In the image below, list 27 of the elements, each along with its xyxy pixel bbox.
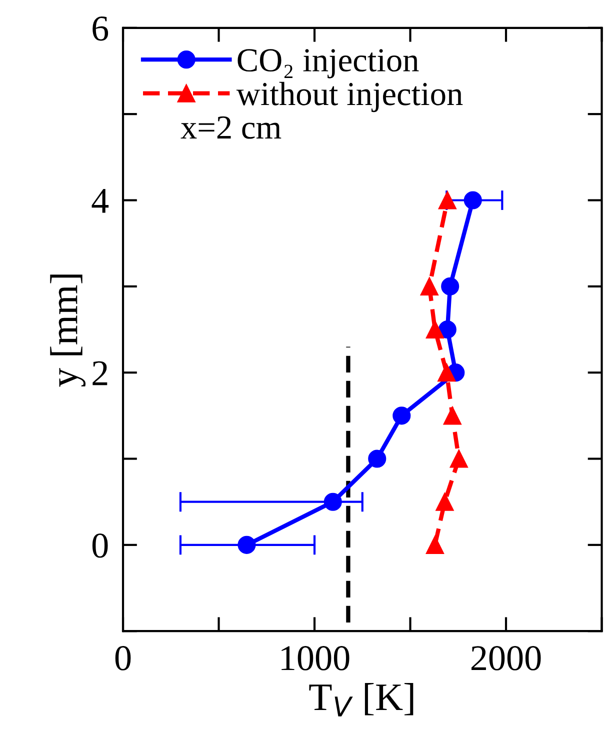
y-tick-label: 2: [92, 361, 108, 386]
point: [392, 406, 411, 425]
legend-label: CO₂ injection: [238, 49, 419, 78]
point: [324, 492, 342, 511]
point: [438, 320, 456, 339]
point: [464, 191, 482, 210]
point: [441, 277, 460, 296]
point: [426, 320, 444, 339]
point: [443, 406, 462, 425]
annotation: x=2 cm: [180, 116, 282, 139]
y-tick-label: 6: [92, 16, 108, 41]
y-tick-label: 0: [92, 533, 108, 558]
x-tick-label: 0: [115, 646, 131, 670]
point: [426, 536, 444, 554]
legend-label: without injection: [236, 82, 463, 112]
y-tick-label: 4: [92, 189, 109, 213]
point: [438, 364, 456, 382]
point: [450, 450, 468, 468]
point: [420, 277, 438, 296]
point: [238, 536, 256, 554]
point: [436, 492, 454, 511]
x-axis-title: T$_{V}$ [K]: [309, 683, 414, 716]
x-tick-label: 2000: [471, 646, 541, 670]
y-axis-title: y [mm]: [50, 274, 86, 387]
x-tick-label: 1000: [282, 646, 350, 670]
point: [368, 450, 386, 468]
point: [438, 191, 456, 210]
